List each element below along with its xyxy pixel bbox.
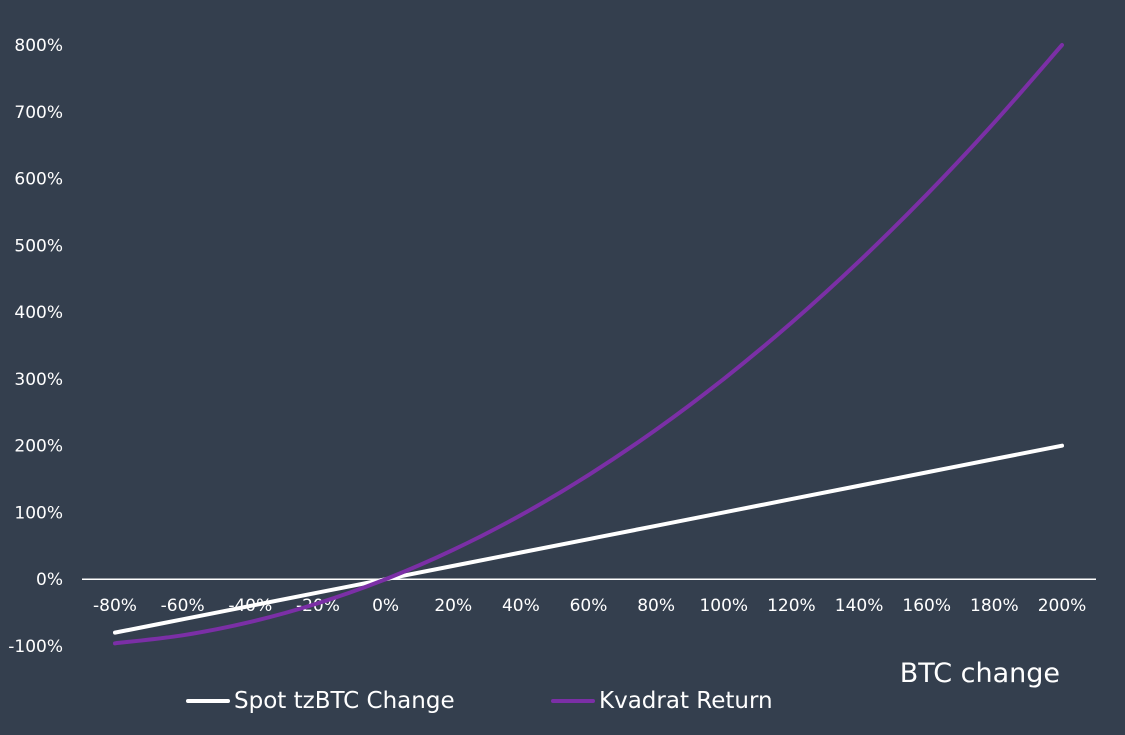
legend-label: Kvadrat Return <box>599 688 773 714</box>
x-tick-label: 180% <box>970 596 1019 616</box>
x-tick-label: 80% <box>637 596 675 616</box>
x-tick-label: 40% <box>502 596 540 616</box>
y-tick-label: 500% <box>14 236 63 256</box>
y-tick-label: 100% <box>14 503 63 523</box>
y-tick-labels: -100% 0% 100% 200% 300% 400% 500% 600% 700% 800% <box>8 36 63 657</box>
x-tick-label: 120% <box>767 596 816 616</box>
legend: Spot tzBTC Change Kvadrat Return <box>186 688 773 714</box>
y-tick-label: 0% <box>36 570 63 590</box>
y-tick-label: 800% <box>14 36 63 56</box>
y-tick-label: 400% <box>14 303 63 323</box>
x-tick-label: 140% <box>835 596 884 616</box>
y-tick-label: 300% <box>14 370 63 390</box>
x-tick-label: 160% <box>902 596 951 616</box>
x-tick-labels: -80% -60% -40% -20% 0% 20% 40% 60% 80% 100% 120% 14… <box>93 596 1086 616</box>
y-tick-label: 600% <box>14 170 63 190</box>
series-line-kvadrat-return <box>113 43 1064 646</box>
legend-label: Spot tzBTC Change <box>234 688 455 714</box>
x-tick-label: 0% <box>372 596 399 616</box>
x-tick-label: -80% <box>93 596 137 616</box>
y-tick-label: 700% <box>14 103 63 123</box>
series-line-spot-tzbtc-change <box>113 443 1064 635</box>
y-tick-label: 200% <box>14 437 63 457</box>
x-axis-title: BTC change <box>900 658 1060 689</box>
x-tick-label: 20% <box>434 596 472 616</box>
x-tick-label: 200% <box>1038 596 1087 616</box>
x-tick-label: -60% <box>161 596 205 616</box>
series-lines <box>113 43 1064 646</box>
x-tick-label: 60% <box>570 596 608 616</box>
y-tick-label: -100% <box>8 637 63 657</box>
x-tick-label: 100% <box>699 596 748 616</box>
